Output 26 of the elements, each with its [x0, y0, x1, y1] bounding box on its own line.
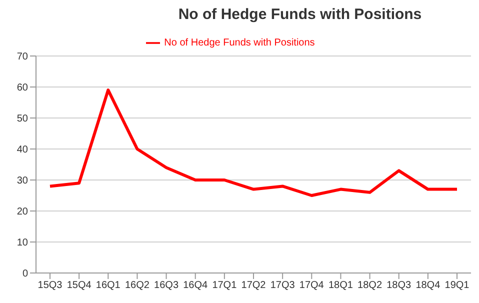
legend-label: No of Hedge Funds with Positions — [164, 38, 315, 49]
x-tick-label: 18Q3 — [386, 280, 412, 292]
x-tick-label: 19Q1 — [444, 280, 470, 292]
x-tick-label: 16Q2 — [124, 280, 150, 292]
x-tick-label: 17Q4 — [299, 280, 324, 292]
x-tick-label: 16Q4 — [183, 280, 208, 292]
x-tick-label: 18Q4 — [416, 280, 441, 292]
x-tick-label: 18Q2 — [358, 280, 382, 292]
x-tick-label: 16Q3 — [154, 280, 179, 292]
y-tick-label: 10 — [16, 238, 28, 249]
y-tick-label: 20 — [16, 206, 28, 218]
x-tick-label: 17Q2 — [241, 280, 266, 292]
y-tick-label: 0 — [22, 268, 28, 280]
y-tick-label: 30 — [16, 176, 28, 187]
y-tick-label: 60 — [16, 82, 28, 94]
y-tick-label: 70 — [16, 52, 28, 63]
x-tick-label: 17Q1 — [212, 280, 238, 292]
x-tick-label: 15Q4 — [66, 280, 92, 292]
y-tick-label: 40 — [16, 144, 28, 156]
chart-title: No of Hedge Funds with Positions — [177, 6, 423, 23]
x-tick-label: 18Q1 — [328, 280, 354, 292]
x-tick-label: 15Q3 — [38, 280, 63, 292]
x-tick-label: 17Q3 — [270, 280, 296, 292]
x-tick-label: 16Q1 — [96, 280, 121, 292]
y-tick-label: 50 — [16, 114, 28, 125]
line-series — [48, 88, 458, 197]
